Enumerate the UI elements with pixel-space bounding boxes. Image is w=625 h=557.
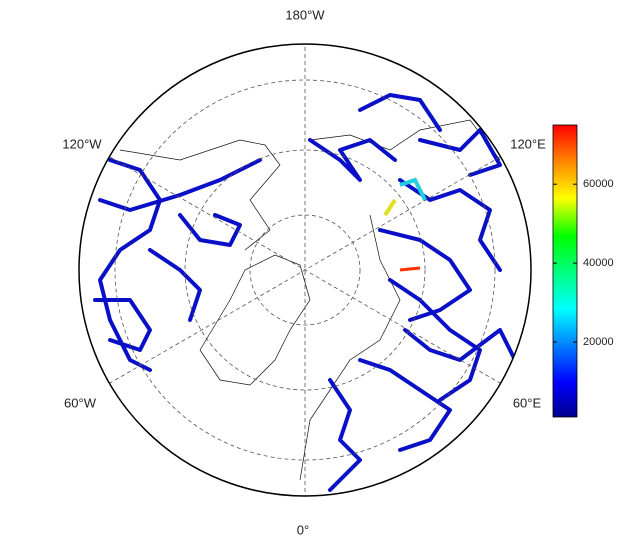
river <box>398 178 502 272</box>
river <box>418 128 502 177</box>
river <box>93 298 152 352</box>
river <box>328 378 362 492</box>
meridian-label: 180°W <box>285 7 325 22</box>
river-high <box>383 198 397 217</box>
river-high <box>399 177 427 201</box>
river-high <box>399 266 421 272</box>
coastline <box>119 119 501 481</box>
map-frame <box>78 43 532 497</box>
meridian-label: 120°W <box>62 136 102 151</box>
colorbar: 20000 40000 60000 <box>552 124 614 418</box>
river <box>358 358 452 452</box>
colorbar-tick-label: 20000 <box>583 336 614 348</box>
river <box>358 93 442 132</box>
parallel <box>249 214 361 326</box>
colorbar-tick-label: 40000 <box>583 257 614 269</box>
river <box>98 158 162 372</box>
river <box>403 328 517 362</box>
rivers <box>93 93 517 492</box>
river <box>308 138 397 182</box>
meridian-label: 120°E <box>510 136 546 151</box>
map-body <box>93 44 517 496</box>
river <box>148 248 202 322</box>
greenland <box>199 254 311 386</box>
river <box>178 213 242 247</box>
colorbar-gradient <box>552 124 578 418</box>
river <box>378 228 472 322</box>
meridian <box>109 156 501 384</box>
meridian-label: 60°E <box>513 395 542 410</box>
meridian-label: 0° <box>297 522 309 537</box>
river <box>388 278 482 402</box>
parallel <box>114 79 496 461</box>
river <box>98 158 262 212</box>
colorbar-tick-label: 60000 <box>583 178 614 190</box>
parallel <box>184 149 426 391</box>
meridian-label: 60°W <box>64 395 97 410</box>
